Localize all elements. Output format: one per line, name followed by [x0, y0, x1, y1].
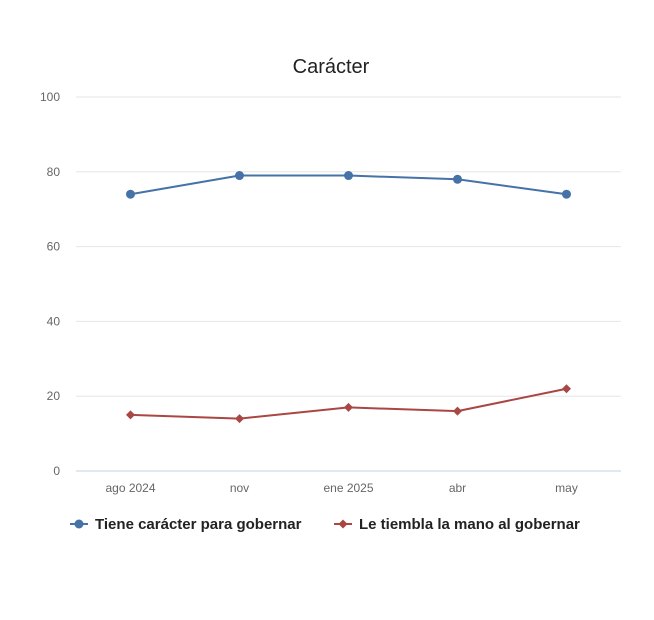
y-tick-label: 40: [47, 314, 61, 328]
legend-label: Tiene carácter para gobernar: [95, 516, 302, 533]
x-tick-label: abr: [449, 481, 466, 495]
legend-label: Le tiembla la mano al gobernar: [359, 516, 580, 533]
x-tick-label: ene 2025: [323, 481, 373, 495]
series-2: [126, 384, 571, 424]
series-group: [126, 171, 571, 424]
x-tick-label: may: [555, 481, 578, 495]
x-axis: ago 2024 nov ene 2025 abr may: [76, 470, 621, 495]
data-point-circle[interactable]: [126, 189, 135, 199]
chart-title: Carácter: [293, 56, 370, 78]
y-tick-label: 60: [47, 240, 61, 254]
legend-marker-diamond: [338, 519, 348, 529]
data-point-circle[interactable]: [562, 189, 571, 199]
y-tick-label: 80: [47, 165, 61, 179]
legend: Tiene carácter para gobernar Le tiembla l…: [70, 516, 580, 533]
series-1: [126, 171, 571, 199]
x-tick-label: ago 2024: [105, 481, 155, 495]
y-tick-label: 100: [40, 90, 60, 104]
legend-item-2[interactable]: Le tiembla la mano al gobernar: [334, 516, 580, 533]
legend-item-1[interactable]: Tiene carácter para gobernar: [70, 516, 302, 533]
data-point-circle[interactable]: [453, 174, 462, 184]
x-tick-label: nov: [230, 481, 249, 495]
data-point-diamond[interactable]: [344, 402, 353, 412]
y-tick-label: 20: [47, 389, 61, 403]
data-point-diamond[interactable]: [453, 406, 462, 416]
data-point-diamond[interactable]: [562, 384, 571, 394]
data-point-diamond[interactable]: [235, 414, 244, 424]
y-axis: 0 20 40 60 80 100: [40, 90, 60, 478]
y-tick-label: 0: [53, 464, 60, 478]
data-point-diamond[interactable]: [126, 410, 135, 420]
grid-lines: [76, 96, 621, 397]
data-point-circle[interactable]: [344, 171, 353, 181]
data-point-circle[interactable]: [235, 171, 244, 181]
legend-marker-circle: [74, 519, 84, 529]
